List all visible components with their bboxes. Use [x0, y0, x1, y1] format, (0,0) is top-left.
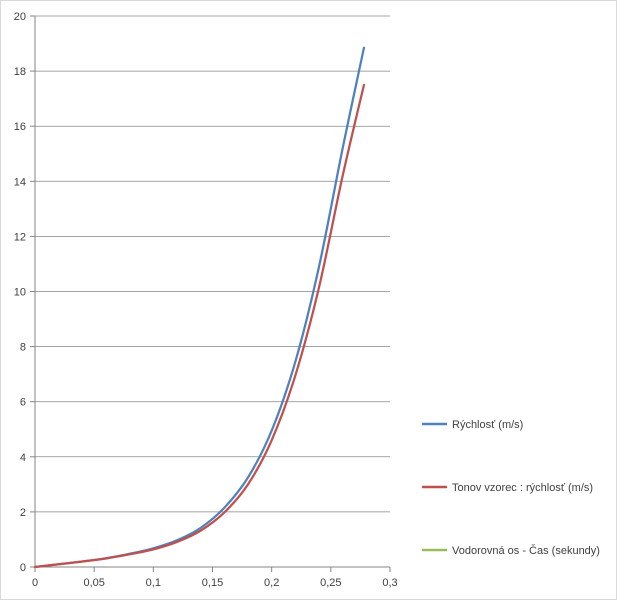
- series-line-2: [33, 83, 366, 569]
- x-tick-label: 0: [32, 577, 38, 589]
- y-tick-label: 0: [20, 562, 26, 574]
- y-tick-label: 2: [20, 507, 26, 519]
- x-tick-label: 0,05: [83, 577, 104, 589]
- x-tick-label: 0,1: [146, 577, 161, 589]
- y-tick-label: 6: [20, 397, 26, 409]
- legend: Rýchlosť (m/s) Tonov vzorec : rýchlosť (m…: [422, 419, 600, 557]
- legend-label-2: Tonov vzorec : rýchlosť (m/s): [452, 482, 593, 494]
- y-tick-label: 16: [14, 121, 26, 133]
- y-tick-labels: 0 2 4 6 8 10 12 14 16 18 20: [14, 11, 26, 574]
- y-tick-label: 4: [20, 452, 26, 464]
- x-tick-label: 0,3: [382, 577, 397, 589]
- grid-lines: [35, 15, 390, 513]
- y-tick-label: 18: [14, 66, 26, 78]
- x-tick-label: 0,15: [202, 577, 223, 589]
- y-tick-label: 20: [14, 11, 26, 23]
- x-tick-labels: 0 0,05 0,1 0,15 0,2 0,25 0,3: [32, 577, 398, 589]
- x-tick-label: 0,2: [264, 577, 279, 589]
- y-tick-label: 10: [14, 287, 26, 299]
- axes: [30, 15, 391, 572]
- y-tick-label: 12: [14, 231, 26, 243]
- x-tick-label: 0,25: [320, 577, 341, 589]
- y-tick-label: 8: [20, 342, 26, 354]
- plot-series: [33, 46, 366, 569]
- y-tick-label: 14: [14, 176, 26, 188]
- legend-label-1: Rýchlosť (m/s): [452, 419, 523, 431]
- legend-label-3: Vodorovná os - Čas (sekundy): [452, 544, 600, 557]
